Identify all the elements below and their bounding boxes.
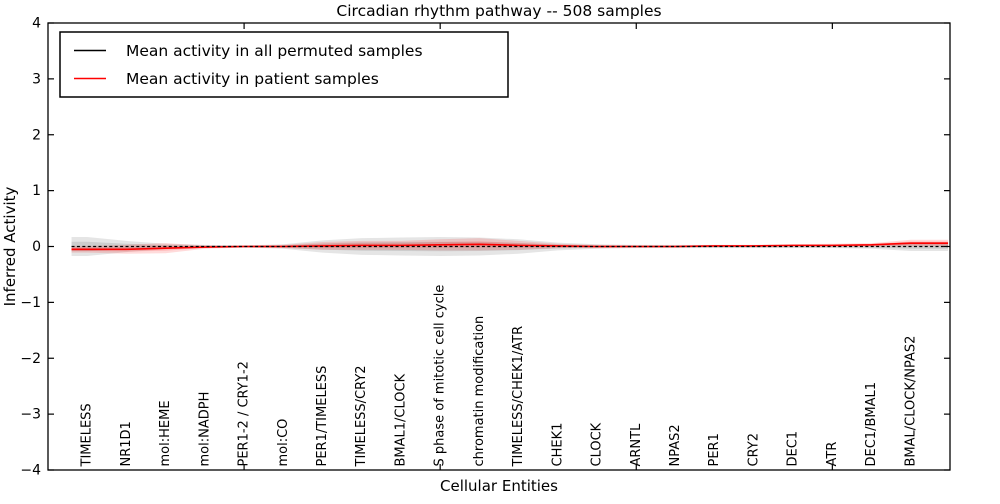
x-category-label: NPAS2 bbox=[668, 424, 683, 466]
y-tick-label: −2 bbox=[20, 351, 41, 367]
legend-box bbox=[59, 31, 509, 98]
x-category-label: PER1-2 / CRY1-2 bbox=[237, 361, 252, 466]
y-tick-label: 3 bbox=[32, 71, 41, 87]
chart-title: Circadian rhythm pathway -- 508 samples bbox=[336, 2, 661, 20]
y-tick-label: −1 bbox=[20, 295, 41, 311]
x-category-label: DEC1/BMAL1 bbox=[864, 382, 879, 467]
x-category-label: TIMELESS bbox=[80, 403, 95, 467]
legend: Mean activity in all permuted samples Me… bbox=[59, 31, 509, 98]
x-category-label: PER1/TIMELESS bbox=[315, 366, 330, 467]
y-tick-label: 0 bbox=[32, 239, 41, 255]
tick-labels: 4 3 2 1 0 −1 −2 −3 −4 TIMELESS NR1D1 mol:HEME mol:NA… bbox=[20, 16, 918, 479]
x-category-label: ARNTL bbox=[629, 423, 644, 467]
x-category-label: TIMELESS/CHEK1/ATR bbox=[511, 326, 526, 468]
x-category-label: BMAL1/CLOCK bbox=[393, 373, 408, 466]
x-category-label: PER1 bbox=[707, 433, 722, 466]
y-axis-label: Inferred Activity bbox=[1, 186, 19, 306]
y-tick-label: −4 bbox=[20, 463, 41, 479]
y-tick-label: 4 bbox=[32, 16, 41, 32]
x-category-label: ATR bbox=[825, 442, 840, 467]
series-lines bbox=[71, 242, 949, 251]
y-tick-label: 2 bbox=[32, 127, 41, 143]
x-category-label: mol:HEME bbox=[158, 400, 173, 466]
patient-mean-line bbox=[71, 242, 949, 251]
legend-label-permuted: Mean activity in all permuted samples bbox=[126, 42, 423, 60]
y-tick-label: 1 bbox=[32, 183, 41, 199]
x-category-label: TIMELESS/CRY2 bbox=[354, 365, 369, 467]
x-axis-label: Cellular Entities bbox=[440, 477, 558, 495]
x-category-label: DEC1 bbox=[786, 431, 801, 467]
axes bbox=[47, 22, 951, 471]
x-category-label: chromatin modification bbox=[472, 316, 487, 467]
x-category-label: mol:NADPH bbox=[197, 392, 212, 467]
y-tick-label: −3 bbox=[20, 407, 41, 423]
x-category-label: CHEK1 bbox=[550, 423, 565, 467]
x-category-label: CRY2 bbox=[746, 433, 761, 467]
x-category-label: S phase of mitotic cell cycle bbox=[433, 285, 448, 467]
x-category-label: BMAL/CLOCK/NPAS2 bbox=[903, 336, 918, 467]
x-category-label: CLOCK bbox=[590, 422, 605, 466]
x-category-label: mol:CO bbox=[276, 419, 291, 467]
legend-label-patient: Mean activity in patient samples bbox=[126, 70, 379, 88]
x-category-label: NR1D1 bbox=[119, 421, 134, 466]
